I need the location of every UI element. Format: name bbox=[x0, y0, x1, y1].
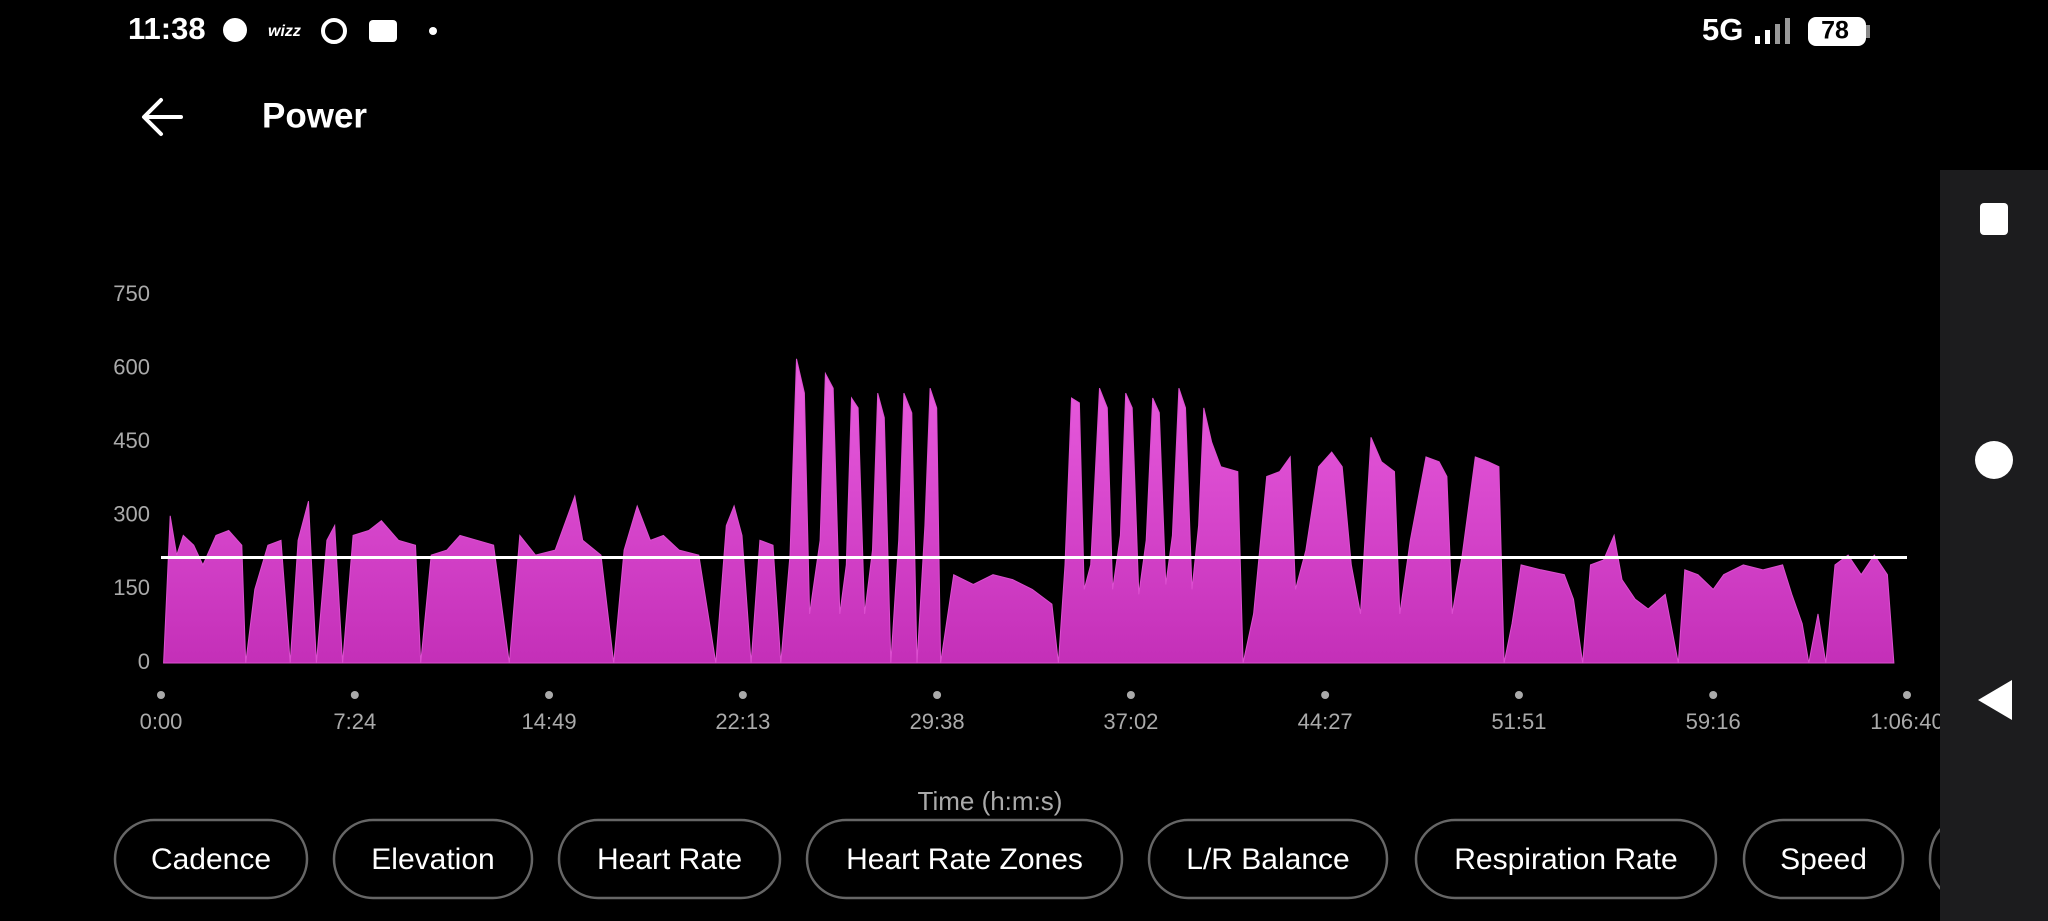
x-tick-label: 1:06:40 bbox=[1870, 709, 1943, 734]
x-tick-dot bbox=[350, 691, 359, 699]
x-tick-label: 51:51 bbox=[1491, 709, 1546, 734]
y-tick-label: 600 bbox=[113, 354, 150, 379]
x-tick-label: 59:16 bbox=[1686, 709, 1741, 734]
chip[interactable] bbox=[805, 818, 1124, 900]
chip[interactable] bbox=[557, 818, 782, 900]
y-tick-label: 450 bbox=[113, 428, 150, 453]
chip-label: Elevation bbox=[371, 843, 494, 876]
recents-button[interactable] bbox=[1980, 203, 2008, 235]
back-nav-button[interactable] bbox=[1978, 680, 2012, 720]
x-tick-dot bbox=[1709, 691, 1718, 699]
nav-bar bbox=[1940, 810, 2048, 921]
chip-label: Heart Rate Zones bbox=[846, 843, 1083, 876]
status-icon bbox=[223, 18, 247, 42]
status-icon bbox=[369, 20, 397, 42]
chip[interactable] bbox=[1414, 818, 1718, 900]
battery-icon bbox=[1808, 17, 1866, 46]
x-tick-dot bbox=[157, 691, 165, 699]
x-tick-dot bbox=[738, 691, 747, 699]
status-icon bbox=[321, 18, 347, 44]
x-tick-label: 7:24 bbox=[333, 709, 376, 734]
x-tick-label: 29:38 bbox=[910, 709, 965, 734]
x-tick-dot bbox=[1126, 691, 1135, 699]
chip[interactable] bbox=[332, 818, 534, 900]
battery-level: 78 bbox=[1821, 17, 1849, 45]
x-tick-label: 22:13 bbox=[715, 709, 770, 734]
clock: 11:38 bbox=[128, 11, 206, 46]
y-tick-label: 0 bbox=[138, 649, 150, 674]
chip-label: Heart Rate bbox=[597, 843, 742, 876]
x-tick-label: 14:49 bbox=[522, 709, 577, 734]
battery-tip bbox=[1866, 25, 1870, 38]
x-tick-dot bbox=[1514, 691, 1523, 699]
back-button[interactable] bbox=[142, 98, 183, 136]
chip-label: Cadence bbox=[151, 843, 271, 876]
x-tick-label: 37:02 bbox=[1103, 709, 1158, 734]
chip[interactable] bbox=[1147, 818, 1389, 900]
status-icon bbox=[429, 27, 437, 35]
power-area bbox=[163, 358, 1895, 664]
x-tick-dot bbox=[545, 691, 554, 699]
x-tick-dot bbox=[1321, 691, 1330, 699]
status-icon: wizz bbox=[268, 23, 301, 40]
y-tick-label: 300 bbox=[113, 502, 150, 527]
nav-bar bbox=[1940, 170, 2048, 921]
y-tick-label: 150 bbox=[113, 575, 150, 600]
chip-label: Respiration Rate bbox=[1454, 843, 1677, 876]
chip-label: Speed bbox=[1780, 843, 1867, 876]
page-title: Power bbox=[262, 96, 367, 135]
x-tick-dot bbox=[1903, 691, 1911, 699]
chip[interactable] bbox=[113, 818, 309, 900]
x-tick-dot bbox=[933, 691, 942, 699]
y-tick-label: 750 bbox=[113, 281, 150, 306]
chip-label: L/R Balance bbox=[1186, 843, 1349, 876]
home-button[interactable] bbox=[1975, 441, 2013, 479]
signal-icon bbox=[1755, 18, 1790, 44]
x-axis-title: Time (h:m:s) bbox=[918, 786, 1063, 816]
network-type: 5G bbox=[1702, 12, 1743, 47]
chip[interactable] bbox=[1742, 818, 1905, 900]
x-tick-label: 0:00 bbox=[140, 709, 183, 734]
x-tick-label: 44:27 bbox=[1298, 709, 1353, 734]
